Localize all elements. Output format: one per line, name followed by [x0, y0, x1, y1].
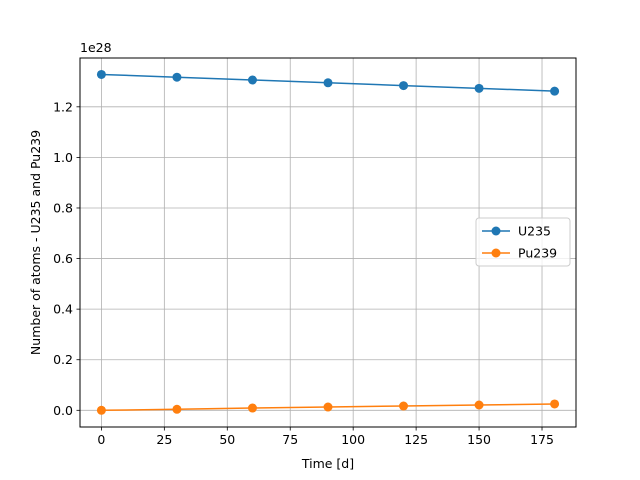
- y-axis-ticks: 0.0 0.2 0.4 0.6 0.8 1.0 1.2: [53, 99, 80, 418]
- series-layer: [96, 69, 560, 415]
- y-tick-label: 1.0: [53, 150, 73, 165]
- y-axis-label: Number of atoms - U235 and Pu239: [28, 130, 43, 355]
- data-point: [247, 75, 257, 85]
- grid: [80, 58, 576, 427]
- data-point: [172, 72, 182, 82]
- x-tick-label: 125: [404, 432, 428, 447]
- data-point: [474, 83, 484, 93]
- y-tick-label: 0.6: [53, 251, 73, 266]
- legend-marker: [491, 248, 501, 258]
- y-tick-label: 0.2: [53, 352, 73, 367]
- y-offset-label: 1e28: [80, 40, 112, 55]
- y-tick-label: 0.4: [53, 302, 73, 317]
- data-point: [96, 69, 106, 79]
- legend: U235 Pu239: [475, 217, 571, 267]
- x-tick-label: 175: [530, 432, 554, 447]
- legend-label: U235: [518, 224, 551, 239]
- x-tick-label: 150: [467, 432, 491, 447]
- legend-marker: [491, 226, 501, 236]
- data-point: [550, 86, 560, 96]
- data-point: [323, 78, 333, 88]
- data-point: [172, 404, 182, 414]
- data-point: [474, 400, 484, 410]
- plot-frame: [79, 57, 577, 428]
- data-point: [550, 399, 560, 409]
- x-tick-label: 0: [97, 432, 105, 447]
- x-axis-label: Time [d]: [301, 456, 354, 471]
- x-tick-label: 50: [219, 432, 235, 447]
- x-axis-ticks: 0 25 50 75 100 125 150 175: [97, 427, 554, 447]
- data-point: [247, 403, 257, 413]
- x-tick-label: 25: [156, 432, 172, 447]
- y-tick-label: 0.8: [53, 200, 73, 215]
- legend-label: Pu239: [518, 246, 557, 261]
- y-tick-label: 0.0: [53, 403, 73, 418]
- y-tick-label: 1.2: [53, 99, 73, 114]
- data-point: [399, 401, 409, 411]
- x-tick-label: 100: [341, 432, 365, 447]
- data-point: [96, 405, 106, 415]
- data-point: [399, 81, 409, 91]
- x-tick-label: 75: [282, 432, 298, 447]
- data-point: [323, 402, 333, 412]
